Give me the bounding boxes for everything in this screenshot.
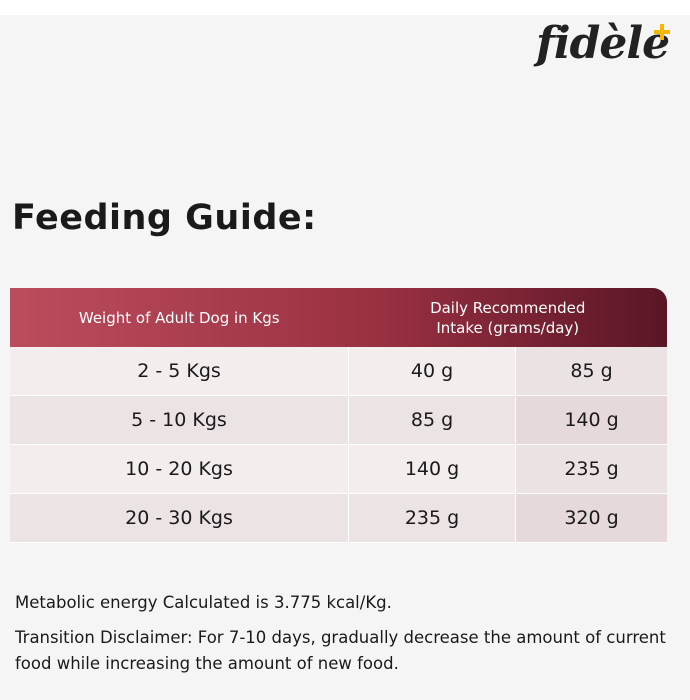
table-row: 20 - 30 Kgs 235 g 320 g	[10, 493, 667, 543]
table-cell: 235 g	[348, 493, 516, 543]
table-cell: 10 - 20 Kgs	[10, 444, 349, 494]
logo-text: fidèle	[536, 18, 670, 69]
logo-plus	[654, 24, 670, 40]
table-row: 2 - 5 Kgs 40 g 85 g	[10, 347, 667, 396]
table-cell: 2 - 5 Kgs	[10, 347, 349, 396]
header-cell: Weight of Adult Dog in Kgs	[10, 288, 349, 347]
header-text: Daily Recommended Intake (grams/day)	[430, 298, 586, 337]
table-cell: 85 g	[348, 395, 516, 445]
logo: fidèle	[536, 18, 676, 88]
feeding-table: Weight of Adult Dog in Kgs Daily Recomme…	[10, 288, 667, 543]
table-cell: 40 g	[348, 347, 516, 396]
header-row: Weight of Adult Dog in Kgs Daily Recomme…	[10, 288, 667, 347]
table-cell: 235 g	[515, 444, 667, 494]
table-row: 5 - 10 Kgs 85 g 140 g	[10, 395, 667, 445]
transition-note: Transition Disclaimer: For 7-10 days, gr…	[15, 628, 666, 673]
table-cell: 5 - 10 Kgs	[10, 395, 349, 445]
header-cell: Daily Recommended Intake (grams/day)	[349, 288, 668, 347]
table-row: 10 - 20 Kgs 140 g 235 g	[10, 444, 667, 494]
title: Feeding Guide:	[12, 198, 317, 238]
table-cell: 140 g	[515, 395, 667, 445]
table-cell: 320 g	[515, 493, 667, 543]
header-text: Weight of Adult Dog in Kgs	[78, 308, 280, 327]
table-cell: 85 g	[515, 347, 667, 396]
table-cell: 140 g	[348, 444, 516, 494]
top-band	[0, 0, 690, 15]
table-cell: 20 - 30 Kgs	[10, 493, 349, 543]
energy-note: Metabolic energy Calculated is 3.775 kca…	[15, 593, 392, 612]
